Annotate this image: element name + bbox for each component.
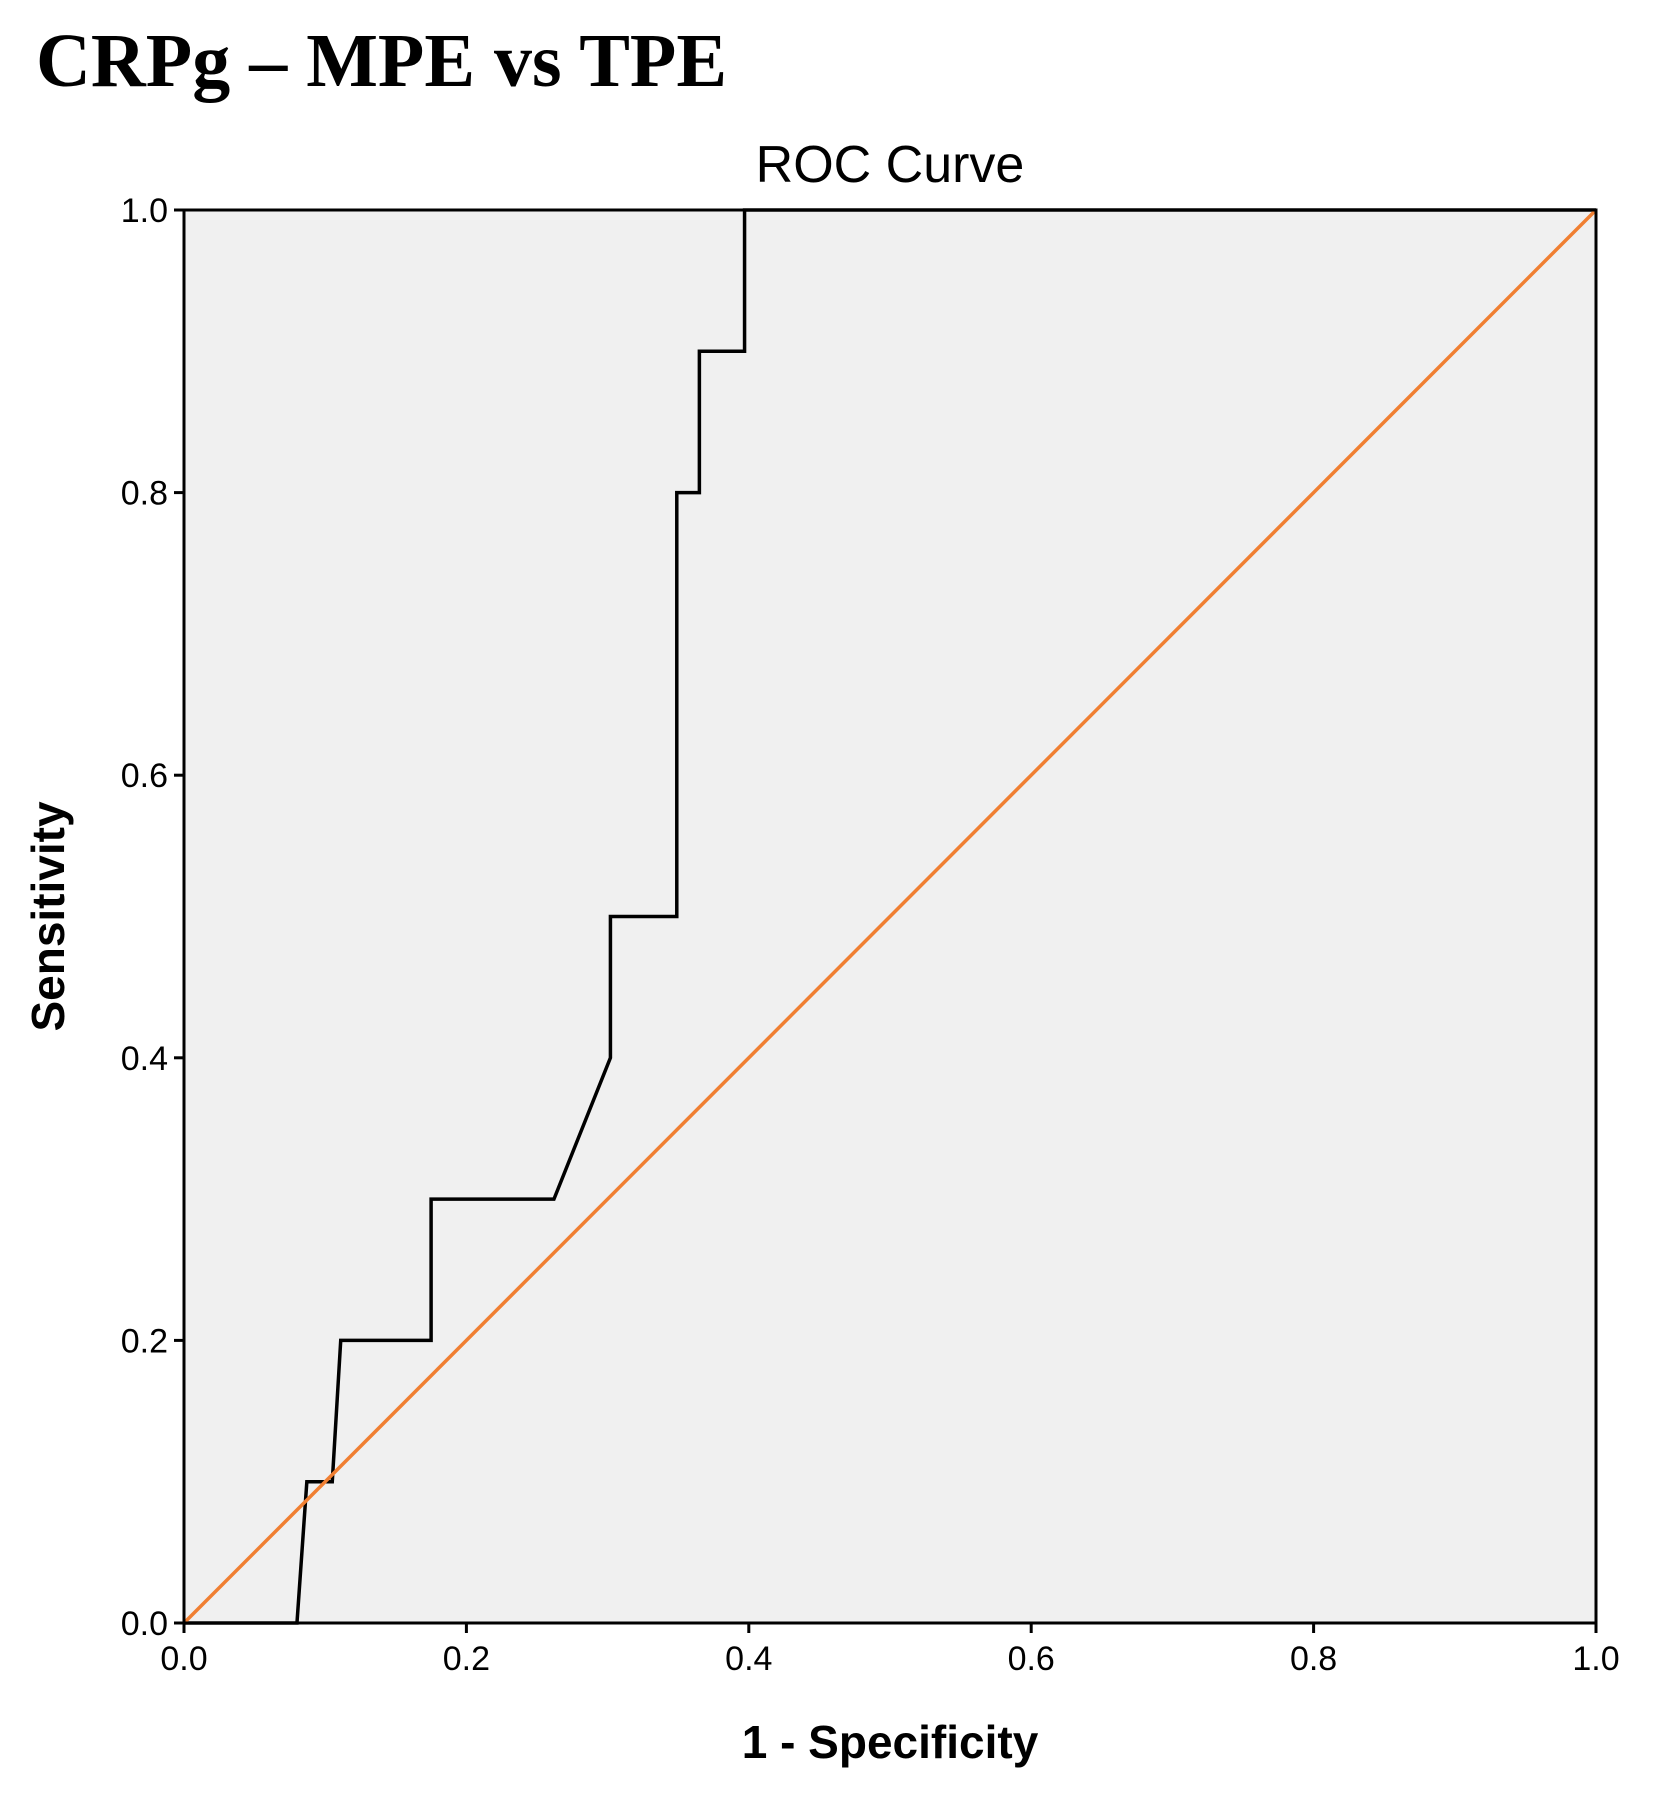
chart-title: ROC Curve <box>756 136 1025 194</box>
y-tick-label: 0.8 <box>121 475 168 513</box>
x-tick-label: 0.4 <box>725 1640 772 1678</box>
y-tick-label: 0.0 <box>121 1605 168 1643</box>
y-tick-label: 0.2 <box>121 1322 168 1360</box>
y-tick-label: 0.4 <box>121 1040 168 1078</box>
x-tick-label: 0.2 <box>443 1640 490 1678</box>
x-tick-label: 0.6 <box>1008 1640 1055 1678</box>
y-axis-title: Sensitivity <box>22 801 74 1032</box>
x-tick-label: 0.8 <box>1290 1640 1337 1678</box>
y-tick-label: 0.6 <box>121 757 168 795</box>
ticks-layer: 0.0 0.2 0.4 0.6 0.8 1.0 0.0 0.2 0.4 0.6 0.8 1.0 <box>121 192 1620 1678</box>
reference-diagonal-line <box>182 208 1598 1625</box>
figure-heading: CRPg – MPE vs TPE <box>36 19 728 103</box>
y-tick-label: 1.0 <box>121 192 168 230</box>
x-tick-label: 0.0 <box>160 1640 207 1678</box>
x-tick-label: 1.0 <box>1572 1640 1619 1678</box>
plot-frame <box>182 208 1598 1625</box>
x-axis-title: 1 - Specificity <box>742 1716 1039 1768</box>
series-layer <box>182 208 1598 1625</box>
